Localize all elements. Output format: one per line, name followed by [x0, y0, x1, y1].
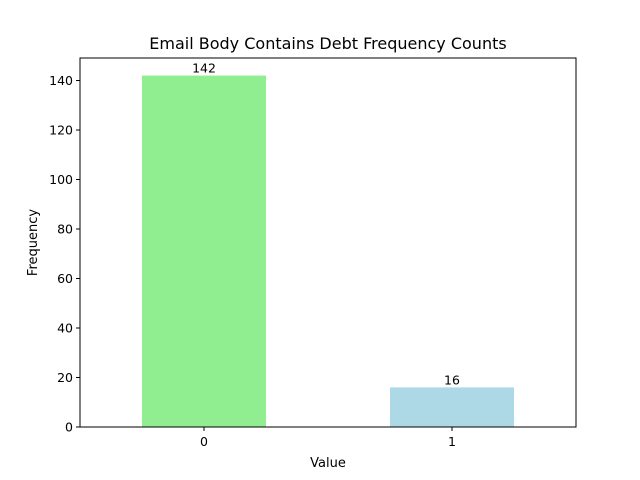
- plot-frame: [79, 57, 577, 428]
- chart-title: Email Body Contains Debt Frequency Count…: [149, 34, 506, 53]
- y-tick-label: 0: [65, 420, 73, 435]
- y-tick-label: 120: [49, 123, 73, 138]
- x-tick-label: 1: [448, 434, 456, 449]
- y-tick-label: 100: [49, 172, 73, 187]
- y-tick-label: 140: [49, 73, 73, 88]
- data-label-1: 16: [444, 372, 460, 387]
- y-axis: 0 20 40 60 80 100 120 140: [49, 73, 80, 435]
- y-axis-label: Frequency: [26, 209, 41, 276]
- y-tick-label: 40: [57, 321, 73, 336]
- y-tick-label: 20: [57, 370, 73, 385]
- x-tick-label: 0: [200, 434, 208, 449]
- bar-0: [142, 75, 266, 428]
- x-axis-label: Value: [310, 456, 346, 471]
- bars-layer: 142 16: [142, 61, 514, 428]
- y-tick-label: 80: [57, 222, 73, 237]
- bar-1: [390, 387, 514, 427]
- y-tick-label: 60: [57, 271, 73, 286]
- data-label-0: 142: [192, 61, 216, 76]
